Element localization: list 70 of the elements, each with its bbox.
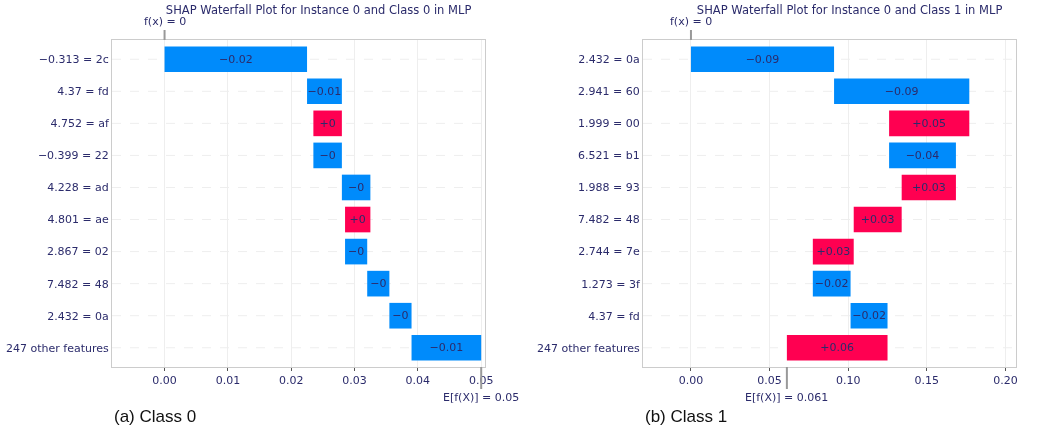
x-tick-label: 0.01 — [215, 374, 241, 388]
y-tick-label: 7.482 = 48 — [47, 277, 109, 291]
data-label: +0.03 — [816, 245, 851, 259]
data-label: −0 — [348, 245, 365, 259]
bar — [411, 334, 482, 361]
x-tick-label: 0.10 — [835, 374, 861, 388]
y-tick-label: 2.941 = 60 — [578, 85, 640, 99]
y-tick-label: 247 other features — [537, 341, 641, 355]
data-label: −0.04 — [905, 148, 940, 162]
data-label: −0.01 — [307, 84, 342, 98]
bar — [389, 302, 412, 329]
y-tick-label: 247 other features — [6, 341, 110, 355]
data-label: +0.06 — [820, 341, 855, 355]
bar — [834, 78, 970, 105]
y-tick-label: 2.432 = 0a — [47, 309, 109, 323]
y-tick-label: −0.399 = 22 — [37, 149, 109, 163]
x-tick-label: 0.20 — [993, 374, 1018, 388]
data-label: +0.03 — [911, 180, 946, 194]
x-tick-label: 0.00 — [678, 374, 704, 388]
data-label: −0 — [392, 309, 409, 323]
x-tick-label: 0.05 — [757, 374, 782, 388]
text: E[f(X)] = 0.061 — [745, 391, 829, 404]
text: (a) Class 0 — [114, 407, 197, 426]
y-tick-label: 4.37 = fd — [57, 85, 109, 99]
y-tick-label: 2.744 = 7e — [578, 245, 641, 259]
y-tick-label: 2.867 = 02 — [47, 245, 109, 259]
y-tick-label: 1.999 = 00 — [578, 117, 640, 131]
data-label: +0 — [349, 213, 366, 227]
bar — [786, 334, 888, 361]
y-tick-label: −0.313 = 2c — [38, 53, 109, 67]
data-label: +0 — [319, 116, 336, 130]
x-tick-label: 0.05 — [468, 374, 494, 388]
x-tick-label: 0.15 — [914, 374, 940, 388]
data-label: −0 — [319, 148, 336, 162]
data-label: −0 — [348, 180, 365, 194]
bar — [164, 46, 308, 73]
text: E[f(X)] = 0.05 — [443, 391, 520, 404]
y-tick-label: 4.228 = ad — [47, 181, 109, 195]
x-tick-label: 0.03 — [342, 374, 367, 388]
bar — [889, 110, 970, 137]
data-label: −0.02 — [814, 277, 849, 291]
chart-title: SHAP Waterfall Plot for Instance 0 and Class 1 in MLP — [696, 3, 1003, 18]
y-tick-label: 7.482 = 48 — [578, 213, 640, 227]
y-tick-label: 1.988 = 93 — [578, 181, 640, 195]
bar — [313, 142, 342, 169]
x-tick-label: 0.00 — [152, 374, 177, 388]
text: f(x) = 0 — [144, 15, 187, 28]
data-label: +0.05 — [912, 116, 947, 130]
text: f(x) = 0 — [670, 15, 713, 28]
chart-title: SHAP Waterfall Plot for Instance 0 and Class 0 in MLP — [165, 3, 472, 18]
y-tick-label: 4.801 = ae — [47, 213, 110, 227]
data-label: −0 — [370, 277, 387, 291]
x-tick-label: 0.04 — [405, 374, 431, 388]
x-tick-label: 0.02 — [278, 374, 304, 388]
y-tick-label: 6.521 = b1 — [578, 149, 640, 163]
data-label: +0.03 — [860, 213, 895, 227]
text: (b) Class 1 — [645, 407, 728, 426]
bar — [313, 110, 342, 137]
data-label: −0.02 — [218, 52, 253, 66]
data-label: −0.09 — [745, 52, 780, 66]
y-tick-label: 4.752 = af — [50, 117, 110, 131]
data-label: −0.02 — [852, 309, 886, 323]
y-tick-label: 2.432 = 0a — [578, 53, 640, 67]
bar — [690, 46, 835, 73]
data-label: −0.09 — [884, 84, 919, 98]
y-tick-label: 1.273 = 3f — [581, 277, 641, 291]
bar — [889, 142, 956, 169]
data-label: −0.01 — [429, 341, 464, 355]
y-tick-label: 4.37 = fd — [588, 309, 640, 323]
bar — [307, 78, 342, 105]
